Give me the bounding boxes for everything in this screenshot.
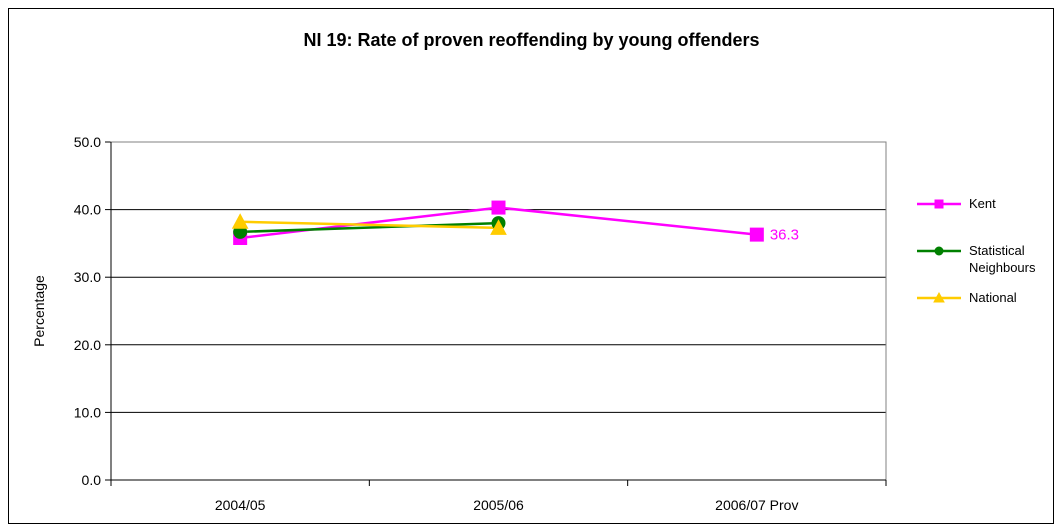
data-point-national xyxy=(231,213,249,229)
y-tick-label: 20.0 xyxy=(74,337,101,353)
legend-marker-kent xyxy=(934,199,944,209)
plot-area xyxy=(110,141,887,481)
y-axis-label: Percentage xyxy=(31,275,47,347)
y-tick-label: 10.0 xyxy=(74,404,101,420)
legend-label-statistical-neighbours: Neighbours xyxy=(969,260,1036,275)
x-tick-label: 2005/06 xyxy=(473,497,524,513)
legend-label-kent: Kent xyxy=(969,196,996,211)
legend-label-national: National xyxy=(969,290,1017,305)
chart-frame xyxy=(8,8,1054,524)
series-line-statistical-neighbours xyxy=(240,221,499,234)
chart-title: NI 19: Rate of proven reoffending by you… xyxy=(303,30,760,50)
y-tick-label: 40.0 xyxy=(74,202,101,218)
x-tick-label: 2004/05 xyxy=(215,497,266,513)
legend-marker-national xyxy=(933,291,945,303)
x-tick-label: 2006/07 Prov xyxy=(715,497,798,513)
y-tick-label: 30.0 xyxy=(74,269,101,285)
data-point-kent xyxy=(749,227,764,242)
series-line-national xyxy=(240,220,499,230)
legend-label-statistical-neighbours: Statistical xyxy=(969,243,1025,258)
data-point-kent xyxy=(491,200,506,215)
legend-marker-statistical-neighbours xyxy=(934,246,944,256)
data-label: 36.3 xyxy=(770,227,799,244)
data-point-national xyxy=(490,219,507,235)
y-tick-label: 0.0 xyxy=(82,472,102,488)
y-tick-label: 50.0 xyxy=(74,134,101,150)
